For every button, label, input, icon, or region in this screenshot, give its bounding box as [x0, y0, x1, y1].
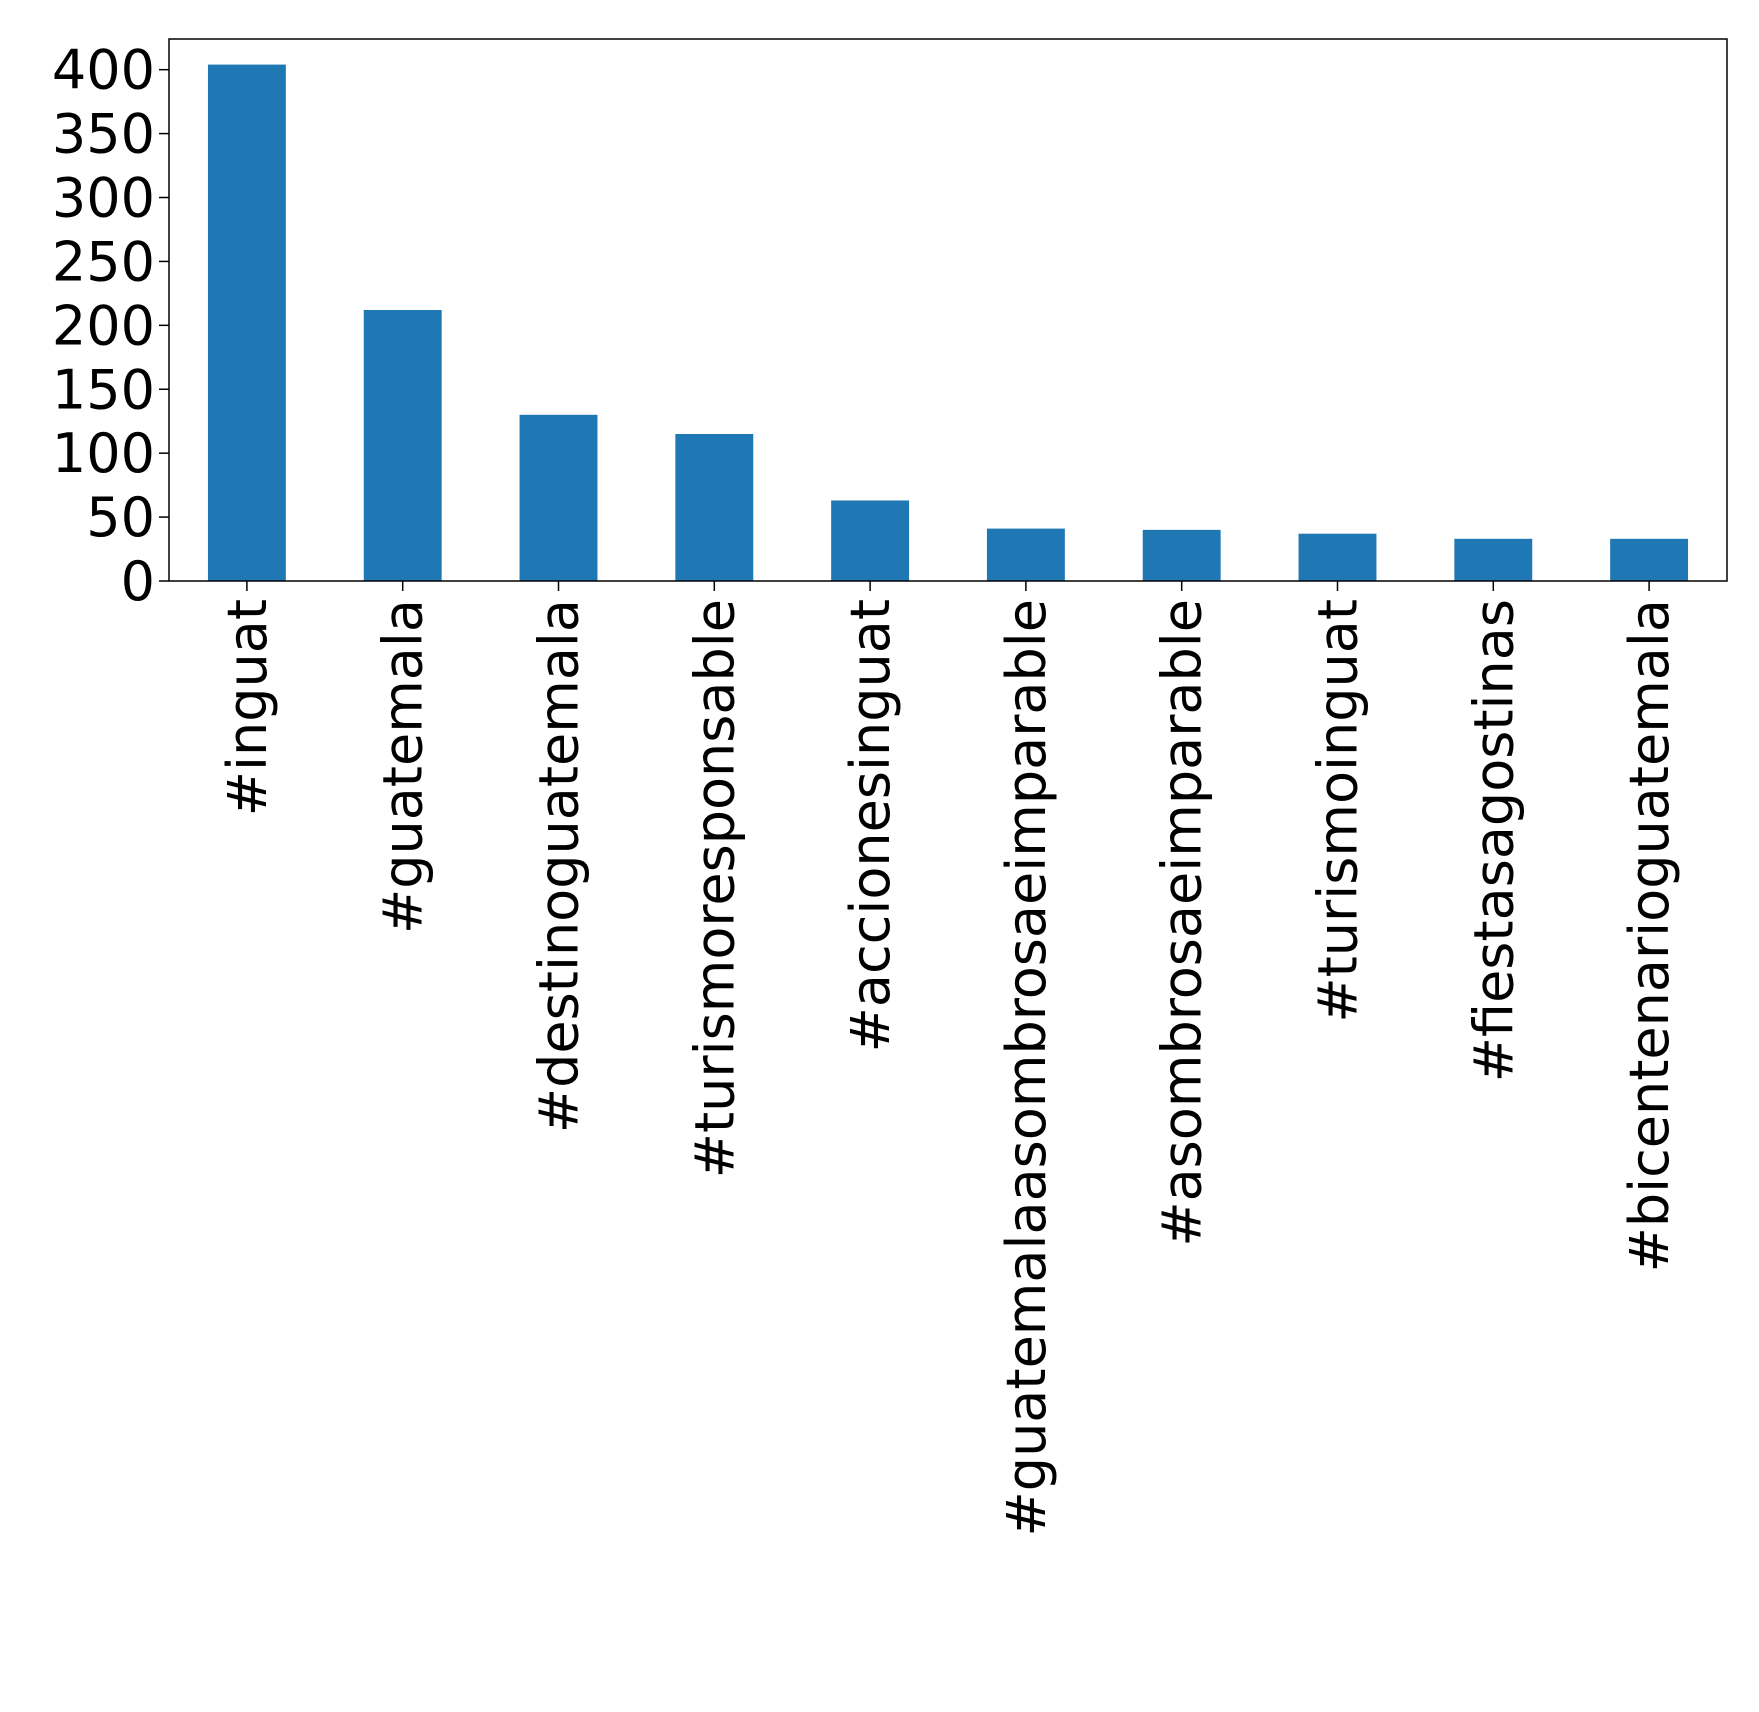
y-tick-label: 150	[52, 358, 155, 421]
bar	[1142, 529, 1221, 581]
y-tick-label: 200	[52, 294, 155, 357]
y-tick-label: 300	[52, 167, 155, 230]
bar	[207, 64, 286, 581]
x-tick-label: #guatemala	[372, 599, 435, 934]
y-tick-label: 250	[52, 230, 155, 293]
x-tick-label: #guatemalaasombrosaeimparable	[995, 599, 1058, 1536]
x-tick-label: #asombrosaeimparable	[1151, 599, 1214, 1247]
x-tick-label: #turismoinguat	[1307, 599, 1370, 1023]
bar	[675, 433, 754, 581]
bar	[831, 500, 910, 581]
x-tick-label: #accionesinguat	[839, 599, 902, 1052]
x-tick-label: #bicentenarioguatemala	[1618, 599, 1681, 1272]
plot-frame	[168, 38, 1728, 582]
x-tick-label: #inguat	[216, 599, 279, 816]
x-tick-label: #turismoresponsable	[683, 599, 746, 1178]
y-tick-label: 400	[52, 39, 155, 102]
bar	[363, 310, 442, 581]
y-tick-label: 0	[121, 550, 155, 613]
bar	[1610, 538, 1689, 581]
y-tick-label: 100	[52, 422, 155, 485]
y-tick-label: 50	[86, 486, 155, 549]
x-tick-label: #destinoguatemala	[528, 599, 591, 1133]
bar	[1298, 533, 1377, 581]
bar	[1454, 538, 1533, 581]
x-tick-label: #fiestasagostinas	[1462, 599, 1525, 1082]
bar	[986, 528, 1065, 581]
bar	[519, 414, 598, 581]
y-tick-label: 350	[52, 103, 155, 166]
